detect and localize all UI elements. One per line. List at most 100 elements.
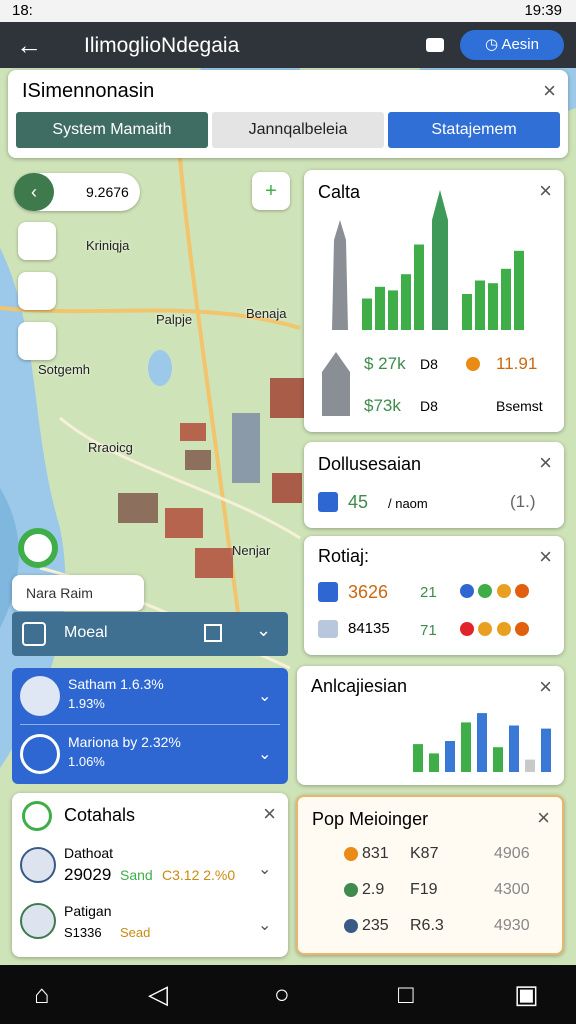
nav-home[interactable]: ⌂ bbox=[34, 979, 50, 1009]
row-code: 71 bbox=[420, 622, 437, 639]
map-label: Rraoicg bbox=[88, 440, 133, 455]
pop-icon bbox=[344, 919, 358, 933]
pop-icon bbox=[344, 883, 358, 897]
pop-cell: 4300 bbox=[494, 881, 530, 898]
panel-title: ISimennonasin bbox=[22, 80, 155, 102]
bar bbox=[375, 286, 385, 330]
contact-value: S1336 bbox=[64, 925, 102, 940]
pop-cell: R6.3 bbox=[410, 917, 444, 934]
contacts-title: Cotahals bbox=[64, 805, 136, 825]
pop-cell: 235 bbox=[362, 917, 389, 934]
nav-back[interactable]: ◁ bbox=[148, 979, 168, 1009]
camera-button[interactable] bbox=[426, 38, 444, 52]
map-tool-button[interactable] bbox=[18, 222, 56, 260]
nav-recent[interactable]: □ bbox=[398, 979, 414, 1009]
pop-cell: 831 bbox=[362, 845, 389, 862]
search-chip[interactable]: ‹ 9.2676 bbox=[14, 173, 140, 211]
contacts-card: Cotahals × Dathoat 29029 Sand C3.12 2.%0… bbox=[12, 793, 288, 957]
map-label: Nenjar bbox=[232, 543, 271, 558]
map-tool-button[interactable] bbox=[18, 272, 56, 310]
row-code: D8 bbox=[420, 356, 438, 372]
bar bbox=[462, 294, 472, 330]
card-title: Dollusesaian bbox=[318, 454, 422, 474]
bar bbox=[525, 759, 535, 772]
map-label: Kriniqja bbox=[86, 238, 130, 253]
rotiaj-card: Rotiaj: × 3626 21 84135 71 bbox=[304, 536, 564, 655]
bar bbox=[413, 744, 423, 772]
top-panel: ISimennonasin × System Mamaith Jannqalbe… bbox=[8, 70, 568, 158]
bar bbox=[362, 298, 372, 330]
layer-bar[interactable]: Moeal ⌄ bbox=[12, 612, 288, 656]
contact-tag: Sead bbox=[120, 925, 151, 940]
bar bbox=[501, 268, 511, 330]
header-button[interactable]: ◷ Aesin bbox=[460, 30, 564, 60]
chip-label: Nara Raim bbox=[26, 585, 93, 601]
header-title: IlimoglioNdegaia bbox=[84, 34, 240, 57]
back-button[interactable]: ← bbox=[16, 30, 42, 60]
row-extra: Bsemst bbox=[496, 398, 543, 414]
search-value: 9.2676 bbox=[86, 184, 129, 200]
pop-icon bbox=[344, 847, 358, 861]
locate-button[interactable] bbox=[18, 528, 58, 568]
nav-screenshot[interactable]: ▣ bbox=[514, 979, 539, 1009]
row-value: $ 27k bbox=[364, 354, 406, 373]
stat-sub: 1.93% bbox=[68, 696, 105, 711]
card-extra: (1.) bbox=[510, 492, 536, 511]
anlcajiesian-card: Anlcajiesian × bbox=[297, 666, 564, 785]
tab[interactable]: System Mamaith bbox=[16, 112, 208, 148]
pop-cell: 4930 bbox=[494, 917, 530, 934]
contact-name: Dathoat bbox=[64, 845, 114, 861]
stat-label: Satham 1.6.3% bbox=[68, 676, 164, 692]
building-icon bbox=[322, 352, 350, 416]
chip[interactable]: Nara Raim bbox=[12, 575, 144, 611]
header-button-label: Aesin bbox=[501, 36, 539, 53]
stats-card: Satham 1.6.3% 1.93% ⌄ Mariona by 2.32% 1… bbox=[12, 668, 288, 784]
map-tool-button[interactable] bbox=[18, 322, 56, 360]
contact-value: 29029 bbox=[64, 865, 112, 884]
close-button[interactable]: × bbox=[263, 801, 276, 826]
app-header: ← IlimoglioNdegaia ◷ Aesin bbox=[0, 22, 576, 68]
bar bbox=[401, 274, 411, 330]
status-time-left: 18: bbox=[12, 2, 33, 19]
row-code: 21 bbox=[420, 584, 437, 601]
contact-name: Patigan bbox=[64, 903, 112, 919]
close-button[interactable]: × bbox=[539, 178, 552, 203]
card-unit: / naom bbox=[388, 496, 428, 511]
tab[interactable]: Statajemem bbox=[388, 112, 560, 148]
anlc-chart bbox=[413, 713, 551, 772]
dollusesaian-card: Dollusesaian × 45 / naom (1.) bbox=[304, 442, 564, 528]
contact-tag: Sand bbox=[120, 867, 153, 883]
bar bbox=[541, 728, 551, 772]
pop-cell: 4906 bbox=[494, 845, 530, 862]
map-label: Benaja bbox=[246, 306, 287, 321]
map-add-button[interactable]: + bbox=[252, 172, 290, 210]
close-button[interactable]: × bbox=[543, 78, 556, 103]
map-label: Sotgemh bbox=[38, 362, 91, 377]
bar bbox=[414, 244, 424, 330]
row-extra: 11.91 bbox=[496, 354, 538, 373]
close-button[interactable]: × bbox=[537, 805, 550, 830]
close-button[interactable]: × bbox=[539, 674, 552, 699]
card-title: Anlcajiesian bbox=[311, 676, 408, 696]
stat-sub: 1.06% bbox=[68, 754, 105, 769]
row-value: 84135 bbox=[348, 620, 390, 637]
pop-cell: F19 bbox=[410, 881, 438, 898]
pop-card: Pop Meioinger × 831 K87 4906 2.9 F19 4300 235 R… bbox=[296, 795, 564, 955]
tab[interactable]: Jannqalbeleia bbox=[212, 112, 384, 148]
bar bbox=[429, 753, 439, 772]
bar bbox=[388, 290, 398, 330]
nav-bar: ⌂ ◁ ○ □ ▣ bbox=[0, 965, 576, 1024]
close-button[interactable]: × bbox=[539, 450, 552, 475]
nav-center[interactable]: ○ bbox=[274, 979, 290, 1009]
status-time-right: 19:39 bbox=[524, 2, 562, 19]
bar bbox=[461, 722, 471, 772]
layer-label: Moeal bbox=[64, 624, 108, 641]
pop-cell: 2.9 bbox=[362, 881, 385, 898]
bar bbox=[514, 250, 524, 330]
bar bbox=[477, 713, 487, 772]
row-value: $73k bbox=[364, 396, 401, 415]
stat-label: Mariona by 2.32% bbox=[68, 734, 181, 750]
close-button[interactable]: × bbox=[539, 544, 552, 569]
card-value: 45 bbox=[348, 492, 369, 512]
